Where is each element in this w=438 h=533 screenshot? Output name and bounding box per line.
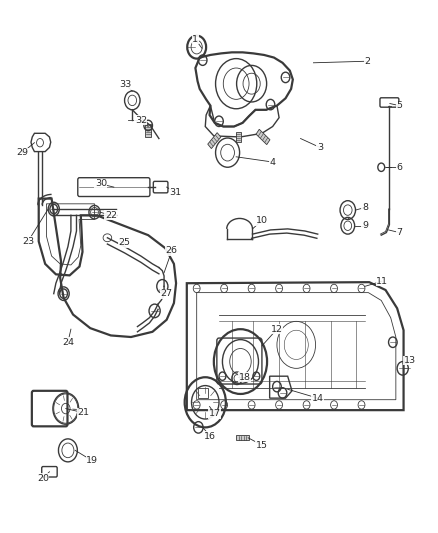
- Text: 14: 14: [312, 394, 324, 402]
- Text: 22: 22: [105, 211, 117, 220]
- Text: 31: 31: [169, 188, 181, 197]
- Text: 26: 26: [166, 246, 178, 255]
- Text: 17: 17: [209, 409, 221, 418]
- Text: 32: 32: [135, 116, 147, 125]
- Text: 27: 27: [161, 289, 173, 298]
- Text: 2: 2: [364, 56, 370, 66]
- Text: 33: 33: [119, 80, 131, 89]
- Text: 8: 8: [362, 203, 368, 212]
- Text: 24: 24: [62, 338, 74, 347]
- Polygon shape: [145, 124, 151, 137]
- Text: 25: 25: [119, 238, 131, 247]
- Text: 7: 7: [396, 228, 402, 237]
- Text: 19: 19: [86, 456, 99, 465]
- Text: 10: 10: [256, 216, 268, 225]
- Text: 3: 3: [317, 143, 323, 152]
- Text: 18: 18: [239, 373, 251, 382]
- Polygon shape: [236, 435, 249, 440]
- Text: 23: 23: [22, 237, 34, 246]
- Text: 5: 5: [396, 101, 402, 110]
- Text: 15: 15: [256, 441, 268, 450]
- Text: 20: 20: [37, 473, 49, 482]
- Text: 30: 30: [95, 180, 107, 189]
- Text: 9: 9: [362, 221, 368, 230]
- Text: 4: 4: [270, 158, 276, 166]
- Text: 13: 13: [404, 356, 416, 365]
- Text: 29: 29: [16, 148, 28, 157]
- Polygon shape: [208, 133, 221, 149]
- Text: 1: 1: [192, 35, 198, 44]
- Polygon shape: [236, 132, 241, 142]
- Text: 16: 16: [205, 432, 216, 441]
- Text: 6: 6: [396, 163, 402, 172]
- Text: 21: 21: [78, 408, 90, 417]
- Text: 11: 11: [376, 277, 388, 286]
- Text: 12: 12: [271, 325, 283, 334]
- Polygon shape: [256, 130, 270, 144]
